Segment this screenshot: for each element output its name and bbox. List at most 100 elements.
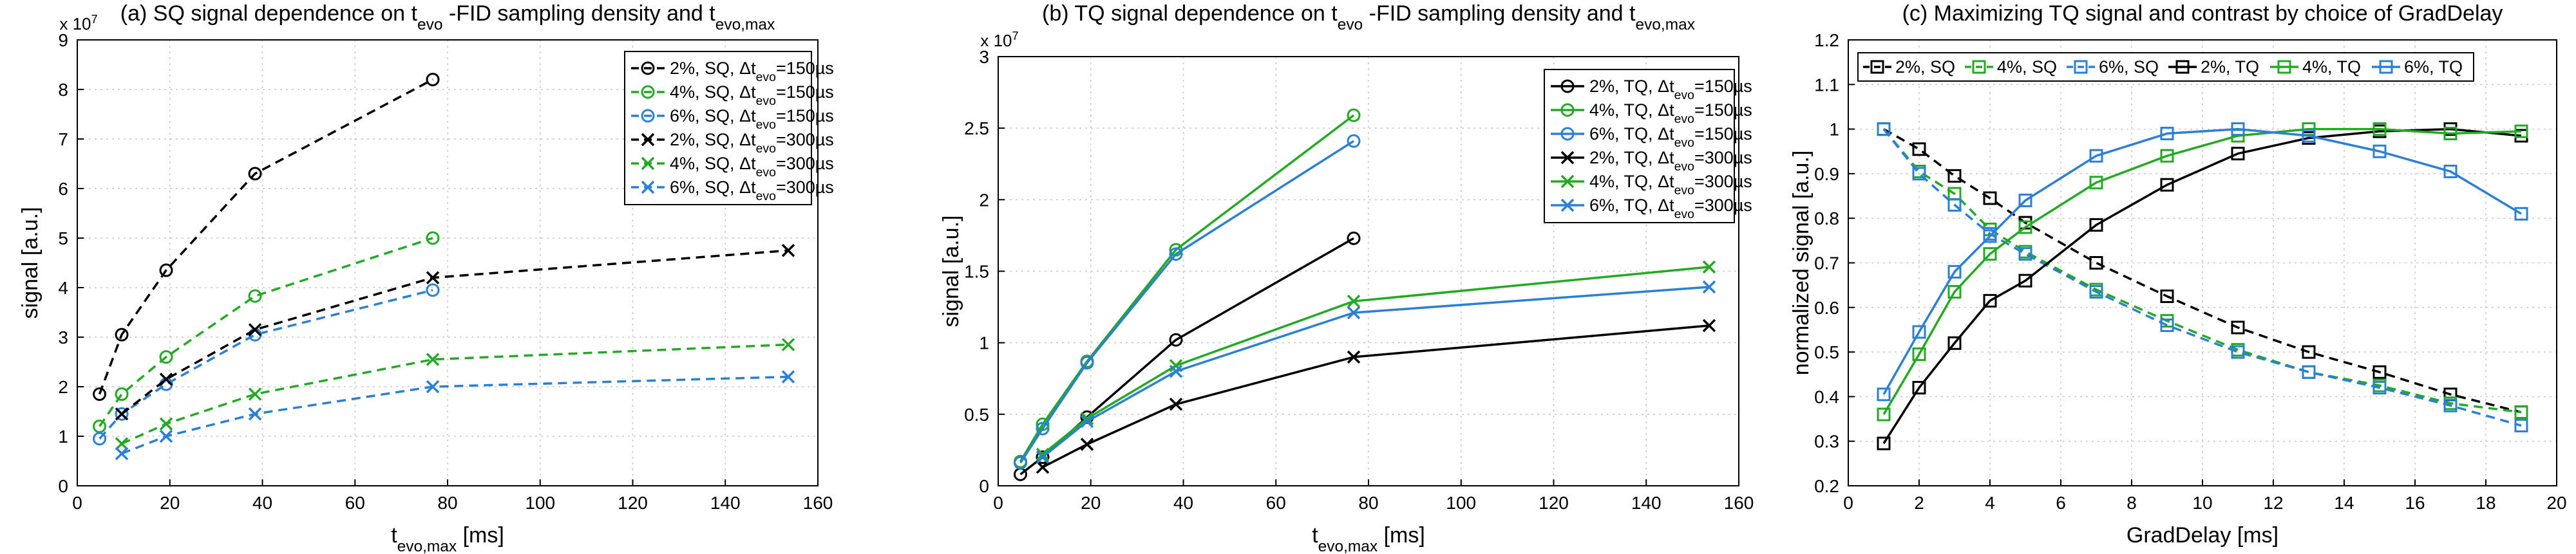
legend-marker bbox=[1560, 174, 1575, 189]
data-point bbox=[1877, 436, 1891, 450]
tick-labels: 0 20 40 60 80 100 120 140 160 0 0.5 1 1.5 2 2.5 3 bbox=[964, 47, 1754, 513]
data-point bbox=[1347, 294, 1361, 308]
data-point bbox=[2302, 129, 2316, 143]
legend-entry-label: 4%, TQ, Δtevo=300µs bbox=[1589, 172, 1752, 198]
x-tick-label: 20 bbox=[2546, 493, 2566, 513]
legend-box bbox=[624, 51, 812, 205]
legend-entry-label: 4%, TQ, Δtevo=150µs bbox=[1589, 100, 1752, 126]
data-point bbox=[426, 271, 440, 284]
data-point bbox=[1169, 247, 1183, 261]
data-point bbox=[2089, 176, 2103, 190]
data-point bbox=[2372, 365, 2387, 379]
data-point bbox=[115, 387, 129, 402]
y-tick-label: 0.8 bbox=[1814, 208, 1839, 228]
legend-marker bbox=[641, 61, 655, 75]
legend-marker bbox=[1560, 127, 1575, 141]
data-point bbox=[115, 447, 129, 461]
data-point bbox=[1912, 142, 1926, 156]
x-tick-label: 14 bbox=[2334, 493, 2354, 513]
series-5 bbox=[115, 338, 795, 450]
data-point bbox=[1702, 280, 1716, 294]
legend-marker bbox=[2074, 60, 2088, 74]
legend-entry-label: 6%, SQ, Δtevo=150µs bbox=[670, 106, 834, 132]
data-point bbox=[2089, 149, 2103, 163]
y-tick-label: 0.6 bbox=[1814, 298, 1839, 318]
y-axis-label: signal [a.u.] bbox=[939, 216, 963, 328]
legend-entry-label: 6%, TQ bbox=[2404, 57, 2463, 77]
chart-title: (c) Maximizing TQ signal and contrast by… bbox=[1902, 1, 2503, 26]
series-line bbox=[120, 249, 789, 415]
x-tick-label: 100 bbox=[1446, 493, 1476, 513]
x-tick-label: 60 bbox=[1266, 493, 1286, 513]
y-tick-label: 5 bbox=[58, 228, 68, 248]
x-tick-label: 6 bbox=[2056, 493, 2066, 513]
x-tick-label: 0 bbox=[1843, 493, 1853, 513]
data-point bbox=[1036, 460, 1050, 474]
chart-panel-3: 0 2 4 6 8 10 12 14 16 18 20 0.2 0.3 0.4 0.5 0.6 0.7 0.8 0.… bbox=[1789, 1, 2567, 548]
series-line bbox=[98, 78, 433, 395]
data-point bbox=[1912, 347, 1926, 362]
data-point bbox=[2443, 398, 2458, 412]
data-point bbox=[1702, 260, 1716, 274]
x-tick-label: 2 bbox=[1914, 493, 1924, 513]
legend-marker bbox=[1972, 60, 1986, 74]
x-tick-label: 80 bbox=[437, 493, 457, 513]
legend-marker bbox=[2277, 60, 2291, 74]
data-point bbox=[159, 350, 173, 364]
data-point bbox=[93, 387, 106, 402]
data-point bbox=[2160, 127, 2174, 141]
data-point bbox=[1983, 293, 1997, 308]
x-tick-label: 40 bbox=[252, 493, 272, 513]
data-point bbox=[115, 328, 129, 342]
data-point bbox=[426, 283, 440, 297]
data-point bbox=[159, 417, 173, 430]
data-point bbox=[159, 263, 173, 277]
legend-entry-label: 6%, TQ, Δtevo=300µs bbox=[1589, 196, 1752, 221]
legend-entry-label: 2%, TQ, Δtevo=300µs bbox=[1589, 148, 1752, 174]
data-point bbox=[2443, 164, 2458, 178]
y-tick-label: 2 bbox=[979, 190, 989, 210]
data-point bbox=[781, 370, 795, 383]
legend-marker bbox=[641, 85, 655, 99]
data-point bbox=[2514, 418, 2528, 432]
legend-entry-label: 4%, SQ, Δtevo=150µs bbox=[670, 82, 834, 108]
x-axis-label: tevo,max [ms] bbox=[1312, 523, 1425, 554]
data-point bbox=[159, 429, 173, 443]
data-point bbox=[1877, 407, 1891, 421]
data-point bbox=[1947, 264, 1962, 279]
legend-entry-label: 2%, SQ, Δtevo=150µs bbox=[670, 59, 834, 84]
legend-marker bbox=[1870, 60, 1884, 74]
series-6 bbox=[1036, 280, 1716, 464]
x-tick-label: 140 bbox=[710, 493, 741, 513]
data-point bbox=[2231, 345, 2245, 359]
data-point bbox=[115, 437, 129, 450]
data-point bbox=[1036, 421, 1050, 436]
legend-marker bbox=[641, 180, 655, 194]
data-point bbox=[1983, 247, 1997, 261]
data-point bbox=[2302, 365, 2316, 379]
data-point bbox=[1080, 438, 1094, 451]
data-point bbox=[93, 432, 106, 446]
legend-marker bbox=[641, 133, 655, 147]
chart-title: (a) SQ signal dependence on tevo -FID sa… bbox=[120, 1, 775, 33]
series-line bbox=[99, 237, 433, 427]
y-tick-label: 0.4 bbox=[1814, 387, 1839, 407]
y-tick-label: 2.5 bbox=[964, 118, 989, 138]
legend-entry-label: 6%, SQ bbox=[2099, 57, 2159, 77]
data-point bbox=[2302, 345, 2316, 359]
data-point bbox=[2160, 178, 2174, 192]
x-tick-label: 80 bbox=[1358, 493, 1378, 513]
series-6 bbox=[115, 370, 795, 461]
data-point bbox=[2372, 122, 2387, 136]
y-tick-label: 1.5 bbox=[964, 262, 989, 282]
data-point bbox=[2514, 124, 2528, 138]
y-tick-label: 1.1 bbox=[1814, 75, 1839, 95]
x-tick-label: 0 bbox=[72, 493, 82, 513]
legend-entry-label: 2%, TQ bbox=[2201, 57, 2259, 77]
series-line bbox=[1882, 127, 2522, 416]
legend-box bbox=[1857, 52, 2474, 82]
data-point bbox=[1947, 169, 1962, 183]
data-point bbox=[1912, 325, 1926, 339]
legend-marker bbox=[1560, 151, 1575, 165]
data-point bbox=[2443, 127, 2458, 141]
